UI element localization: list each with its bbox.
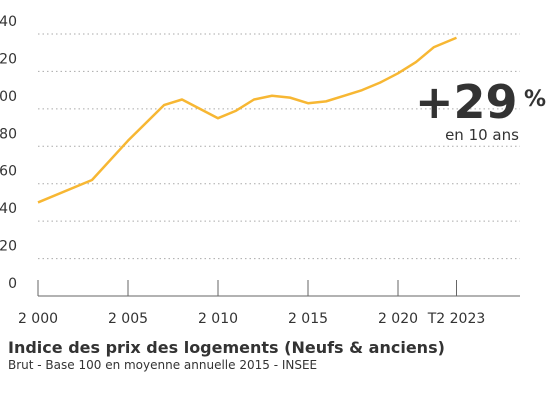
x-tick-label: 2 015 <box>288 311 328 327</box>
annotation-value: +29 <box>415 75 518 129</box>
x-tick-label: 2 005 <box>108 311 148 327</box>
y-tick-label: 40 <box>0 201 17 217</box>
x-tick-label: 2 010 <box>198 311 238 327</box>
y-tick-label: 140 <box>0 14 17 30</box>
chart-subtitle: Brut - Base 100 en moyenne annuelle 2015… <box>8 358 317 372</box>
annotation-unit: % <box>524 87 546 112</box>
y-tick-label: 20 <box>0 239 17 255</box>
chart-title: Indice des prix des logements (Neufs & a… <box>8 338 445 357</box>
y-tick-label: 0 <box>8 276 17 292</box>
y-tick-label: 120 <box>0 51 17 67</box>
y-tick-label: 80 <box>0 126 17 142</box>
data-line <box>37 36 457 204</box>
annotation-text: en 10 ans <box>445 126 519 144</box>
y-tick-label: 60 <box>0 164 17 180</box>
y-tick-label: 100 <box>0 89 17 105</box>
x-tick-label: T2 2023 <box>427 311 486 327</box>
x-tick-label: 2 020 <box>378 311 418 327</box>
x-tick-label: 2 000 <box>18 311 58 327</box>
